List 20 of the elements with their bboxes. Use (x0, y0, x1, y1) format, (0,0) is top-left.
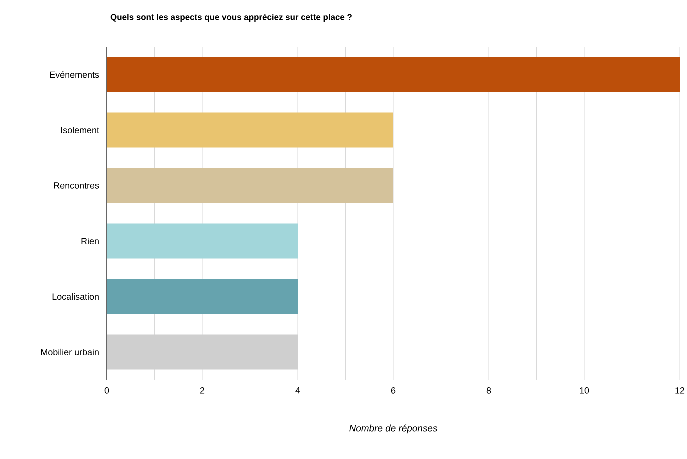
y-tick-label: Evénements (50, 71, 100, 78)
x-tick-label: 6 (391, 388, 396, 394)
bar (107, 279, 298, 314)
chart-title: Quels sont les aspects que vous appréciez sur cette place ? (110, 14, 352, 22)
y-tick-label: Mobilier urbain (41, 348, 99, 356)
y-tick-label: Rencontres (54, 182, 100, 189)
bar (107, 224, 298, 259)
y-tick-label: Localisation (52, 293, 99, 300)
bar (107, 57, 680, 92)
x-tick-label: 12 (676, 388, 685, 394)
bar (107, 112, 394, 148)
x-tick-label: 0 (104, 388, 110, 394)
x-tick-label: 4 (296, 388, 300, 394)
x-axis-title: Nombre de réponses (350, 424, 438, 434)
x-tick-label: 8 (486, 388, 492, 394)
y-tick-label: Isolement (61, 126, 100, 134)
x-tick-label: 2 (200, 388, 205, 394)
bar (107, 168, 394, 204)
x-tick-label: 10 (580, 388, 590, 394)
y-tick-label: Rien (82, 238, 99, 245)
